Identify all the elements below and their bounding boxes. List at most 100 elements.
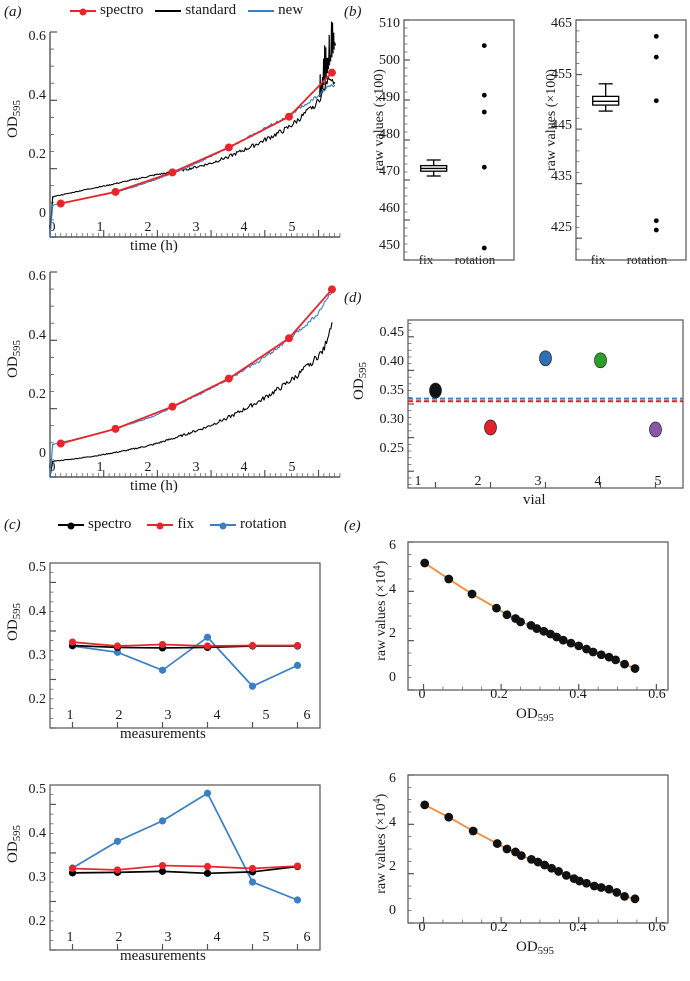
- panel-label-e: (e): [344, 518, 361, 534]
- chart-a-top-xlabel: time (h): [130, 238, 178, 254]
- chart-c-top-xtick-5: 5: [262, 708, 270, 723]
- chart-a-bottom-ytick-0.6: 0.6: [28, 269, 47, 284]
- legend-label-new: new: [278, 2, 304, 18]
- legend-panel-a: spectro standard new: [70, 2, 303, 19]
- chart-a-bottom: OD595 0.6 0.4 0.2 0 0 1 2 3 4 5 time (h): [0, 258, 341, 494]
- legend-marker-c-fix: [156, 522, 164, 529]
- chart-e-top-xtick-0.4: 0.4: [569, 687, 587, 702]
- chart-a-top: OD595 0.6 0.4 0.2 0 0 1 2 3 4 5 time (h): [0, 18, 341, 254]
- chart-d-xtick-1: 1: [414, 474, 422, 489]
- chart-e-bottom: raw values (×104) 6 4 2 0 0 0.2 0.4 0.6 …: [348, 765, 690, 975]
- panel-label-d: (d): [344, 290, 362, 306]
- chart-e-top-xtick-0: 0: [418, 687, 426, 702]
- chart-e-bottom-ytick-4: 4: [389, 815, 396, 830]
- chart-b-left-ytick-480: 480: [379, 127, 400, 142]
- legend-line-spectro: [70, 8, 96, 15]
- chart-e-bottom-xtick-0: 0: [418, 920, 426, 935]
- chart-e-bottom-xtick-0.6: 0.6: [648, 920, 666, 935]
- legend-label-standard: standard: [185, 2, 237, 18]
- chart-c-top-ylabel: OD595: [4, 603, 24, 641]
- chart-d-xtick-2: 2: [474, 474, 482, 489]
- chart-e-top-ytick-4: 4: [389, 582, 396, 597]
- chart-c-bottom-xtick-4: 4: [213, 930, 221, 945]
- legend-item-new: new: [248, 2, 303, 19]
- legend-item-standard: standard: [155, 2, 236, 19]
- chart-b-left-ytick-490: 490: [379, 90, 400, 105]
- legend-line-standard: [155, 9, 182, 12]
- chart-a-bottom-xlabel: time (h): [130, 478, 178, 494]
- chart-a-top-ytick-0.2: 0.2: [28, 147, 47, 162]
- legend-line-c-spectro: [58, 522, 84, 529]
- chart-e-bottom-xtick-0.4: 0.4: [569, 920, 587, 935]
- chart-a-top-ytick-0.4: 0.4: [28, 88, 47, 103]
- chart-d-xlabel: vial: [523, 492, 546, 508]
- chart-b-left-ytick-450: 450: [379, 238, 400, 253]
- chart-e-bottom-ytick-2: 2: [389, 859, 396, 874]
- panel-label-c: (c): [4, 517, 21, 533]
- chart-d-xtick-5: 5: [654, 474, 662, 489]
- chart-d-ytick-0.40: 0.40: [379, 354, 405, 369]
- chart-e-bottom-xlabel: OD595: [516, 939, 554, 958]
- chart-b-right: raw values (×100) 465 455 445 435 425 fi…: [520, 12, 690, 267]
- chart-e-top-ytick-0: 0: [389, 670, 396, 685]
- chart-b-left-ytick-500: 500: [379, 53, 400, 68]
- legend-label-c-spectro: spectro: [88, 516, 132, 532]
- chart-c-bottom-xtick-2: 2: [115, 930, 123, 945]
- legend-label-c-rotation: rotation: [240, 516, 287, 532]
- chart-c-top-xtick-6: 6: [303, 708, 311, 723]
- chart-a-top-xtick-3: 3: [192, 220, 200, 235]
- chart-c-top: OD595 0.5 0.4 0.3 0.2 1 2 3 4 5 6 measur…: [0, 538, 340, 743]
- chart-d-ytick-0.45: 0.45: [379, 325, 405, 340]
- chart-d-ytick-0.25: 0.25: [379, 441, 405, 456]
- chart-b-left-ytick-470: 470: [379, 164, 400, 179]
- legend-marker-c-spectro: [67, 522, 75, 529]
- chart-d: OD595 0.45 0.40 0.35 0.30 0.25 1 2 3 4 5…: [348, 302, 690, 508]
- chart-c-bottom-xtick-6: 6: [303, 930, 311, 945]
- chart-a-bottom-ytick-0: 0: [39, 446, 46, 461]
- chart-a-bottom-xtick-5: 5: [288, 460, 296, 475]
- chart-c-top-ytick-0.5: 0.5: [28, 560, 47, 575]
- chart-b-right-ytick-425: 425: [551, 220, 572, 235]
- legend-marker-spectro: [79, 8, 87, 15]
- legend-label-c-fix: fix: [177, 516, 194, 532]
- chart-b-right-ytick-435: 435: [551, 169, 572, 184]
- panel-label-a: (a): [4, 4, 22, 20]
- chart-c-bottom-ytick-0.4: 0.4: [28, 826, 47, 841]
- chart-e-top-xtick-0.2: 0.2: [490, 687, 508, 702]
- chart-e-bottom-ytick-0: 0: [389, 903, 396, 918]
- chart-e-top: raw values (×104) 6 4 2 0 0 0.2 0.4 0.6 …: [348, 532, 690, 742]
- chart-e-top-xlabel: OD595: [516, 706, 554, 725]
- legend-line-c-fix: [147, 522, 174, 529]
- chart-a-top-xtick-0: 0: [48, 220, 56, 235]
- chart-c-top-xtick-3: 3: [164, 708, 172, 723]
- chart-a-top-ytick-0.6: 0.6: [28, 29, 47, 44]
- chart-c-top-xtick-2: 2: [115, 708, 123, 723]
- chart-e-top-ytick-2: 2: [389, 626, 396, 641]
- chart-d-xtick-4: 4: [594, 474, 602, 489]
- chart-c-top-xtick-1: 1: [66, 708, 74, 723]
- chart-a-top-xtick-1: 1: [96, 220, 104, 235]
- legend-item-c-fix: fix: [147, 516, 194, 533]
- chart-b-right-ytick-455: 455: [551, 67, 572, 82]
- chart-c-bottom-xtick-1: 1: [66, 930, 74, 945]
- chart-c-top-xtick-4: 4: [213, 708, 221, 723]
- chart-a-bottom-ytick-0.2: 0.2: [28, 387, 47, 402]
- chart-a-top-xtick-5: 5: [288, 220, 296, 235]
- chart-c-bottom-xtick-3: 3: [164, 930, 172, 945]
- chart-c-bottom-xtick-5: 5: [262, 930, 270, 945]
- legend-label-spectro: spectro: [100, 2, 144, 18]
- chart-a-bottom-xtick-3: 3: [192, 460, 200, 475]
- chart-c-bottom-ytick-0.3: 0.3: [28, 870, 47, 885]
- chart-d-ytick-0.30: 0.30: [379, 412, 405, 427]
- chart-a-bottom-xtick-4: 4: [240, 460, 248, 475]
- chart-c-bottom-ytick-0.5: 0.5: [28, 782, 47, 797]
- chart-e-top-ytick-6: 6: [389, 538, 396, 553]
- chart-e-bottom-ytick-6: 6: [389, 771, 396, 786]
- legend-item-spectro: spectro: [70, 2, 143, 19]
- chart-a-top-xtick-2: 2: [144, 220, 152, 235]
- legend-panel-c: spectro fix rotation: [58, 516, 287, 533]
- chart-a-bottom-ytick-0.4: 0.4: [28, 328, 47, 343]
- chart-a-bottom-xtick-1: 1: [96, 460, 104, 475]
- chart-c-bottom: OD595 0.5 0.4 0.3 0.2 1 2 3 4 5 6 measur…: [0, 760, 340, 970]
- legend-line-c-rotation: [210, 522, 236, 529]
